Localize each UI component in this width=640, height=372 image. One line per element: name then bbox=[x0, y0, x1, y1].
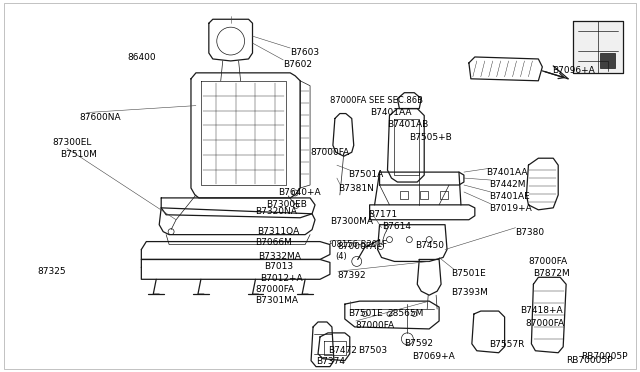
Text: 87600NA: 87600NA bbox=[80, 113, 122, 122]
Text: B7418+A: B7418+A bbox=[520, 306, 563, 315]
Text: B7614: B7614 bbox=[383, 222, 412, 231]
Text: B7374: B7374 bbox=[316, 357, 345, 366]
Bar bbox=[420, 191, 428, 199]
Text: B7401AB: B7401AB bbox=[387, 121, 429, 129]
Text: 87300EL: 87300EL bbox=[52, 138, 92, 147]
Text: B7501A: B7501A bbox=[348, 170, 383, 179]
Text: B7013: B7013 bbox=[264, 262, 294, 272]
Text: B7557R: B7557R bbox=[489, 340, 524, 349]
Text: B7066M: B7066M bbox=[255, 238, 292, 247]
Text: 87000FA: 87000FA bbox=[529, 257, 568, 266]
Text: B7450: B7450 bbox=[415, 241, 444, 250]
Text: B7381N: B7381N bbox=[338, 184, 374, 193]
Text: B7872M: B7872M bbox=[533, 269, 570, 278]
Text: B7069+A: B7069+A bbox=[412, 352, 455, 361]
Text: B7510M: B7510M bbox=[60, 150, 97, 159]
Text: B7592: B7592 bbox=[404, 339, 433, 348]
Text: 87325: 87325 bbox=[37, 267, 66, 276]
Text: B7332MA: B7332MA bbox=[259, 251, 301, 260]
Text: (4): (4) bbox=[335, 251, 347, 260]
Text: B7019+A: B7019+A bbox=[489, 204, 531, 213]
Text: B7602: B7602 bbox=[284, 60, 312, 69]
Text: B7401AA: B7401AA bbox=[486, 168, 527, 177]
Text: B7501E: B7501E bbox=[348, 309, 383, 318]
Bar bbox=[401, 191, 408, 199]
Polygon shape bbox=[573, 21, 623, 73]
Text: B7301MA: B7301MA bbox=[255, 296, 298, 305]
Text: 87000FA SEE SEC.86B: 87000FA SEE SEC.86B bbox=[330, 96, 423, 105]
Text: B7442M: B7442M bbox=[489, 180, 525, 189]
Text: B7300EB: B7300EB bbox=[266, 200, 307, 209]
Text: B7300MA: B7300MA bbox=[330, 217, 373, 226]
Text: B7393M: B7393M bbox=[451, 288, 488, 297]
Text: B7501E: B7501E bbox=[451, 269, 486, 278]
Text: B7311QA: B7311QA bbox=[257, 227, 300, 236]
Text: B7096+A: B7096+A bbox=[552, 66, 595, 75]
Text: B7401AA: B7401AA bbox=[370, 108, 411, 116]
Text: 87000FA: 87000FA bbox=[525, 319, 564, 328]
Text: B7012+A: B7012+A bbox=[260, 274, 303, 283]
Text: 87000FA: 87000FA bbox=[255, 285, 294, 294]
Text: 87000FA: 87000FA bbox=[338, 241, 377, 251]
Text: 87000FA: 87000FA bbox=[356, 321, 395, 330]
Text: 86400: 86400 bbox=[127, 53, 156, 62]
Text: B7505+B: B7505+B bbox=[410, 134, 452, 142]
Text: 28565M: 28565M bbox=[387, 309, 424, 318]
Text: B7171: B7171 bbox=[367, 210, 397, 219]
Text: ¹08156-B201F: ¹08156-B201F bbox=[328, 240, 387, 248]
Bar bbox=[600, 53, 615, 68]
Text: B7640+A: B7640+A bbox=[278, 188, 321, 197]
Text: B7503: B7503 bbox=[358, 346, 387, 355]
Text: RB70005P: RB70005P bbox=[581, 352, 628, 361]
Text: 87000FA: 87000FA bbox=[310, 148, 349, 157]
Text: B7380: B7380 bbox=[516, 228, 545, 237]
Text: B7320NA: B7320NA bbox=[255, 207, 298, 216]
Text: 87392: 87392 bbox=[338, 271, 367, 280]
Bar bbox=[440, 191, 448, 199]
Text: B7603: B7603 bbox=[290, 48, 319, 57]
Text: RB70005P: RB70005P bbox=[566, 356, 612, 365]
Text: B7401AE: B7401AE bbox=[489, 192, 529, 201]
Text: B7472: B7472 bbox=[328, 346, 357, 355]
